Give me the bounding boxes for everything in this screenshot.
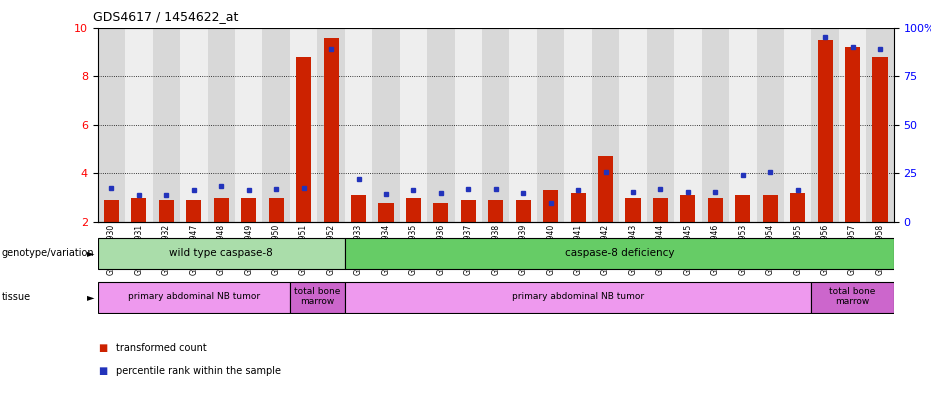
Text: total bone
marrow: total bone marrow [294,287,341,307]
Bar [619,28,647,222]
Text: ►: ► [87,248,94,259]
Bar [125,28,153,222]
Bar [735,195,750,222]
Bar [564,28,592,222]
Bar [290,281,344,313]
Bar [729,28,757,222]
Text: percentile rank within the sample: percentile rank within the sample [116,366,281,376]
Bar [488,200,504,222]
Text: transformed count: transformed count [116,343,207,353]
Text: primary abdominal NB tumor: primary abdominal NB tumor [512,292,644,301]
Bar [159,200,174,222]
Bar [296,57,311,222]
Text: primary abdominal NB tumor: primary abdominal NB tumor [128,292,260,301]
Bar [214,198,229,222]
Bar [344,28,372,222]
Bar [406,198,421,222]
Bar [647,28,674,222]
Bar [708,198,722,222]
Bar [433,203,449,222]
Text: GDS4617 / 1454622_at: GDS4617 / 1454622_at [93,10,238,23]
Bar [269,198,284,222]
Bar [98,238,344,270]
Bar [290,28,317,222]
Bar [757,28,784,222]
Bar [543,191,559,222]
Bar [867,28,894,222]
Bar [351,195,366,222]
Bar [598,156,614,222]
Bar [317,28,344,222]
Text: ■: ■ [98,366,107,376]
Bar [812,28,839,222]
Bar [537,28,564,222]
Bar [571,193,586,222]
Bar [674,28,702,222]
Text: tissue: tissue [2,292,31,302]
Bar [454,28,482,222]
Bar [592,28,619,222]
Bar [104,200,119,222]
Bar [509,28,537,222]
Bar [702,28,729,222]
Text: caspase-8 deficiency: caspase-8 deficiency [564,248,674,259]
Text: ■: ■ [98,343,107,353]
Bar [153,28,180,222]
Text: ►: ► [87,292,94,302]
Bar [241,198,256,222]
Bar [378,203,394,222]
Text: genotype/variation: genotype/variation [2,248,94,259]
Bar [784,28,812,222]
Bar [344,281,812,313]
Bar [482,28,509,222]
Bar [626,198,641,222]
Bar [653,198,668,222]
Bar [98,281,290,313]
Bar [427,28,454,222]
Bar [323,39,339,222]
Bar [263,28,290,222]
Bar [344,238,894,270]
Bar [208,28,235,222]
Bar [235,28,263,222]
Bar [845,47,860,222]
Bar [98,28,125,222]
Bar [399,28,427,222]
Bar [372,28,399,222]
Text: wild type caspase-8: wild type caspase-8 [169,248,273,259]
Bar [131,198,146,222]
Bar [812,281,894,313]
Bar [186,200,201,222]
Bar [762,195,777,222]
Bar [180,28,208,222]
Bar [872,57,887,222]
Bar [790,193,805,222]
Bar [839,28,867,222]
Bar [516,200,531,222]
Bar [817,40,832,222]
Text: total bone
marrow: total bone marrow [830,287,876,307]
Bar [461,200,476,222]
Bar [681,195,695,222]
